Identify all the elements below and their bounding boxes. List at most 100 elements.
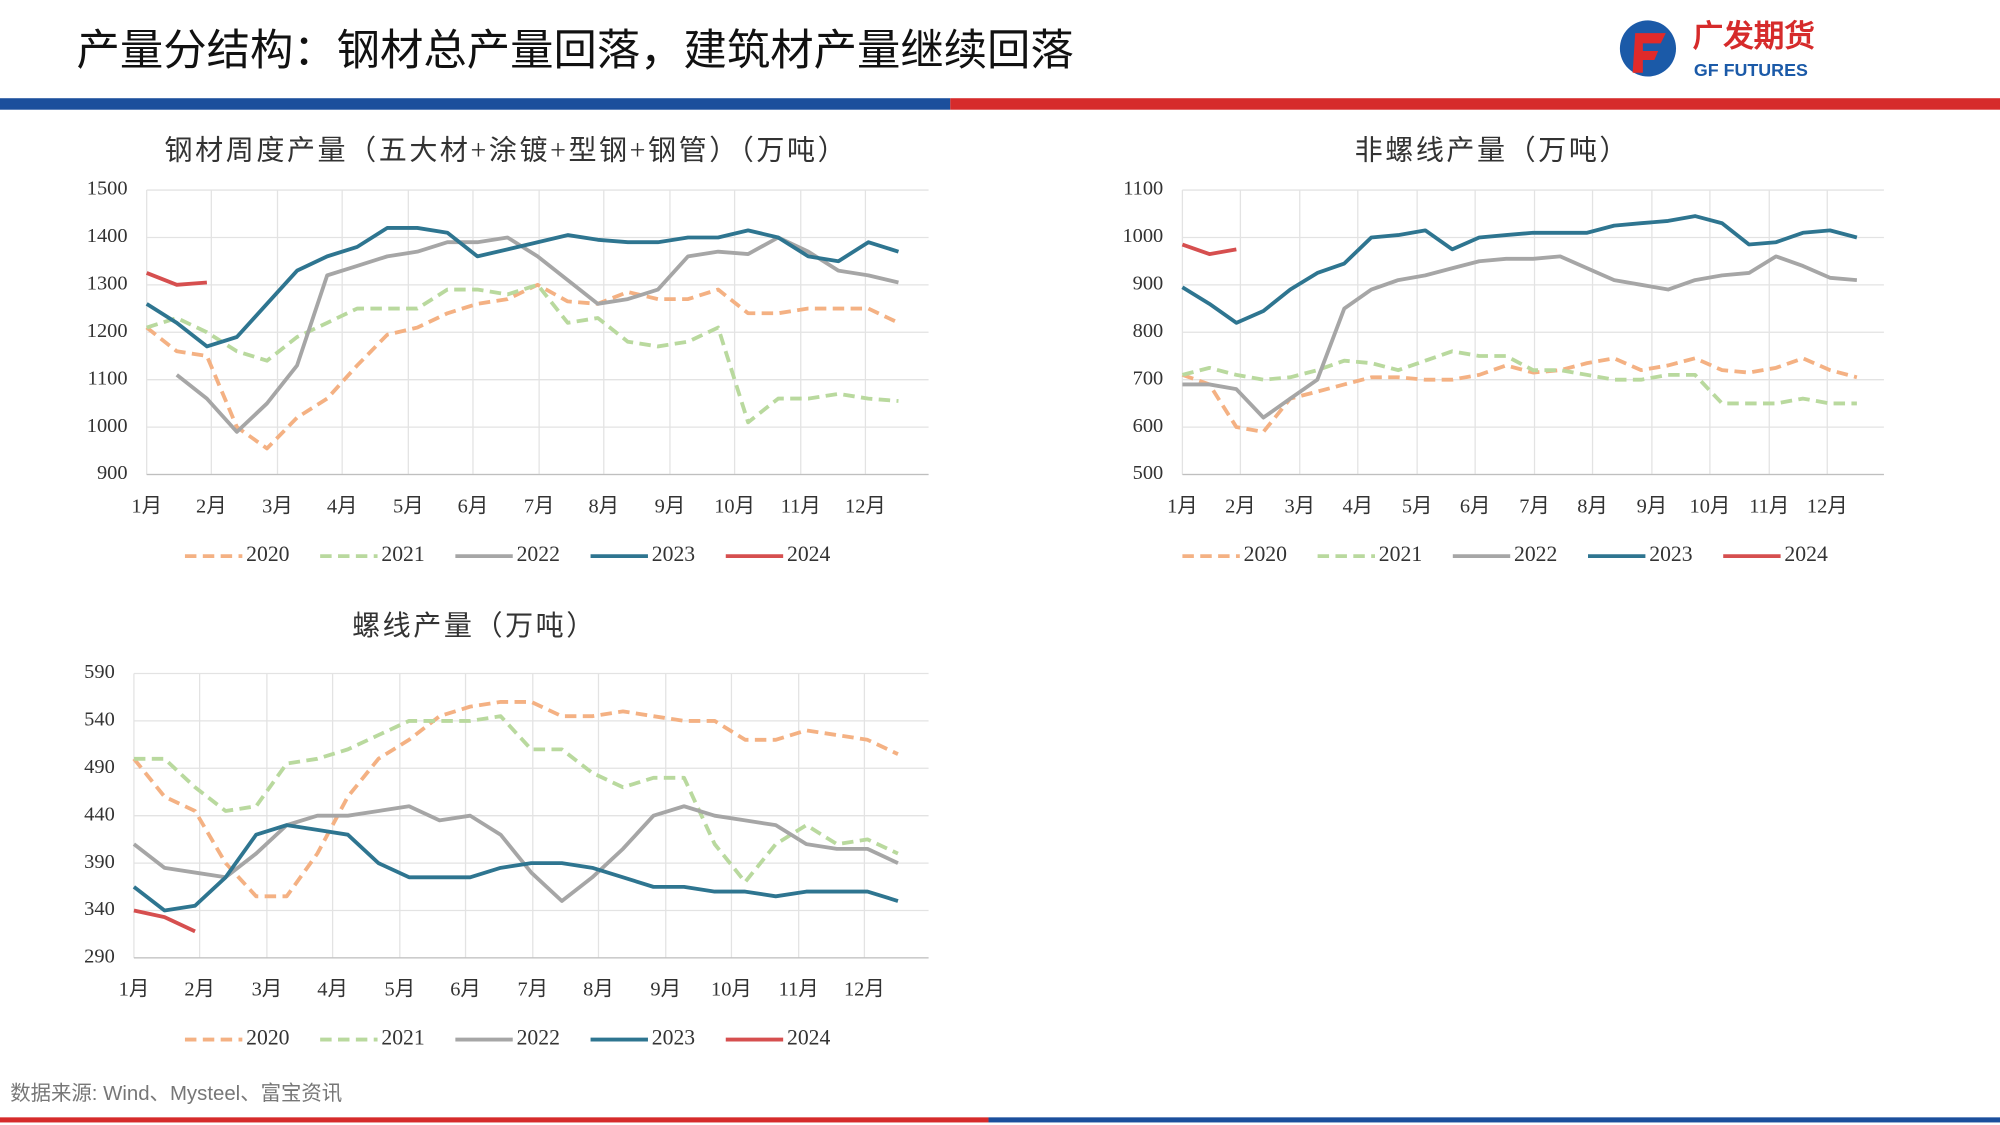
series-line <box>1181 214 1858 325</box>
y-tick-label: 1300 <box>87 273 128 295</box>
x-tick-label: 3月 <box>252 979 283 1001</box>
x-tick-label: 2月 <box>196 495 227 517</box>
x-tick-label: 10月 <box>714 495 755 517</box>
x-tick-label: 7月 <box>524 495 555 517</box>
x-tick-label: 1月 <box>1167 495 1198 517</box>
legend-label: 2022 <box>1514 542 1557 566</box>
series-line <box>132 823 899 913</box>
legend-label: 2024 <box>1784 542 1828 566</box>
x-tick-label: 4月 <box>327 495 358 517</box>
x-tick-label: 3月 <box>262 495 293 517</box>
x-tick-label: 9月 <box>655 495 686 517</box>
legend-label: 2021 <box>381 1026 424 1050</box>
series-line <box>1181 242 1237 256</box>
x-tick-label: 8月 <box>588 495 619 517</box>
logo-en: GF FUTURES <box>1694 60 1808 80</box>
x-tick-label: 12月 <box>845 495 886 517</box>
x-tick-label: 10月 <box>1690 495 1731 517</box>
y-tick-label: 490 <box>84 756 115 778</box>
x-tick-label: 2月 <box>1225 495 1256 517</box>
y-tick-label: 540 <box>84 709 115 731</box>
y-tick-label: 900 <box>1133 273 1164 295</box>
y-tick-label: 340 <box>84 898 115 920</box>
slide-title: 产量分结构：钢材总产量回落，建筑材产量继续回落 <box>77 27 1074 75</box>
series-line <box>1181 349 1857 406</box>
chart-title: 钢材周度产量（五大材+涂镀+型钢+钢管）（万吨） <box>165 134 849 166</box>
x-tick-label: 11月 <box>781 495 821 517</box>
legend-label: 2022 <box>517 1026 560 1050</box>
series-line <box>1182 254 1858 420</box>
legend-label: 2021 <box>1379 542 1422 566</box>
y-tick-label: 290 <box>84 946 115 968</box>
chart-title: 非螺线产量（万吨） <box>1355 134 1630 166</box>
y-tick-label: 1200 <box>87 320 128 342</box>
y-tick-label: 1000 <box>1122 225 1163 247</box>
x-tick-label: 6月 <box>1460 495 1491 517</box>
legend-label: 2021 <box>381 542 424 566</box>
header-bar-blue <box>0 98 951 110</box>
y-tick-label: 440 <box>84 803 115 825</box>
y-tick-label: 590 <box>84 661 115 683</box>
legend-label: 2024 <box>787 542 831 566</box>
x-tick-label: 12月 <box>1807 495 1848 517</box>
x-tick-label: 6月 <box>458 495 489 517</box>
y-tick-label: 1400 <box>87 225 128 247</box>
header-bar-red <box>950 98 2000 110</box>
series-line <box>1181 356 1858 434</box>
y-tick-label: 1000 <box>87 415 128 437</box>
x-tick-label: 4月 <box>317 979 348 1001</box>
series-line <box>132 699 899 899</box>
x-tick-label: 6月 <box>450 979 481 1001</box>
x-tick-label: 3月 <box>1284 495 1315 517</box>
y-tick-label: 700 <box>1133 367 1164 389</box>
x-tick-label: 5月 <box>1402 495 1433 517</box>
x-tick-label: 12月 <box>844 979 885 1001</box>
series-line <box>145 282 900 451</box>
y-tick-label: 800 <box>1133 320 1164 342</box>
y-tick-label: 1100 <box>88 367 128 389</box>
series-line <box>145 226 900 349</box>
legend-label: 2023 <box>652 542 695 566</box>
series-line <box>132 804 899 903</box>
series-line <box>133 908 196 934</box>
legend-label: 2020 <box>246 1026 290 1050</box>
x-tick-label: 8月 <box>583 979 614 1001</box>
footer-bar-red <box>0 1117 989 1123</box>
x-tick-label: 1月 <box>119 979 150 1001</box>
footer-bar-blue <box>988 1117 2000 1123</box>
y-tick-label: 1500 <box>87 178 128 200</box>
x-tick-label: 10月 <box>711 979 752 1001</box>
series-line <box>175 235 899 434</box>
x-tick-label: 7月 <box>1519 495 1550 517</box>
x-tick-label: 8月 <box>1577 495 1608 517</box>
y-tick-label: 1100 <box>1123 178 1163 200</box>
chart-title: 螺线产量（万吨） <box>352 610 597 642</box>
legend-label: 2024 <box>787 1026 831 1050</box>
x-tick-label: 11月 <box>779 979 819 1001</box>
y-tick-label: 500 <box>1133 462 1164 484</box>
logo-f <box>1632 33 1666 73</box>
legend-label: 2020 <box>1244 542 1288 566</box>
x-tick-label: 2月 <box>184 979 215 1001</box>
logo-mark <box>1619 20 1677 77</box>
series-line <box>145 271 208 287</box>
legend-label: 2023 <box>652 1026 695 1050</box>
legend-label: 2022 <box>517 542 560 566</box>
y-tick-label: 390 <box>84 851 115 873</box>
x-tick-label: 5月 <box>393 495 424 517</box>
series-line <box>133 714 899 884</box>
x-tick-label: 9月 <box>1637 495 1668 517</box>
x-tick-label: 11月 <box>1749 495 1789 517</box>
logo: 广发期货 GF FUTURES <box>1619 18 1815 80</box>
x-tick-label: 7月 <box>517 979 548 1001</box>
x-tick-label: 5月 <box>385 979 416 1001</box>
x-tick-label: 9月 <box>650 979 681 1001</box>
legend-label: 2020 <box>246 542 290 566</box>
y-tick-label: 600 <box>1133 415 1164 437</box>
logo-cn: 广发期货 <box>1693 18 1815 53</box>
x-tick-label: 1月 <box>131 495 162 517</box>
y-tick-label: 900 <box>97 462 128 484</box>
x-tick-label: 4月 <box>1342 495 1373 517</box>
series-line <box>146 282 899 425</box>
